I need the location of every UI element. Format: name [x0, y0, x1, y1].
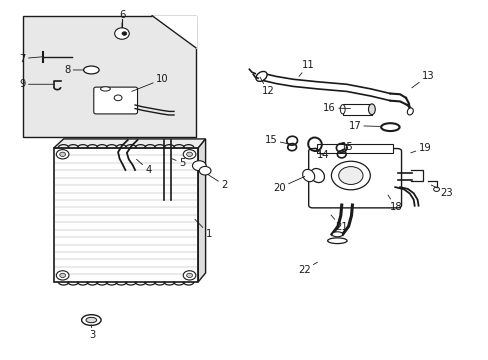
- Ellipse shape: [81, 315, 101, 325]
- Text: 10: 10: [131, 74, 168, 91]
- Circle shape: [183, 271, 196, 280]
- Ellipse shape: [86, 318, 97, 323]
- Text: 20: 20: [273, 176, 304, 193]
- Text: 13: 13: [411, 71, 434, 88]
- Ellipse shape: [83, 66, 99, 74]
- Text: 14: 14: [314, 148, 328, 160]
- Ellipse shape: [368, 104, 374, 114]
- Text: 15: 15: [264, 135, 289, 145]
- Text: 9: 9: [20, 79, 54, 89]
- Circle shape: [331, 161, 369, 190]
- Ellipse shape: [310, 168, 324, 183]
- Text: 15: 15: [339, 142, 353, 152]
- Text: 17: 17: [348, 121, 379, 131]
- Text: 7: 7: [20, 54, 42, 64]
- Circle shape: [433, 187, 439, 192]
- Ellipse shape: [255, 71, 266, 81]
- Bar: [23, 16, 196, 137]
- Polygon shape: [54, 139, 205, 148]
- Polygon shape: [198, 139, 205, 282]
- Text: 6: 6: [119, 10, 125, 28]
- Text: 21: 21: [330, 215, 347, 232]
- Text: 19: 19: [410, 143, 430, 153]
- Text: 8: 8: [64, 65, 84, 75]
- Ellipse shape: [101, 87, 110, 91]
- Text: 16: 16: [323, 103, 350, 113]
- Ellipse shape: [327, 238, 346, 244]
- Circle shape: [199, 166, 210, 175]
- FancyBboxPatch shape: [94, 87, 137, 114]
- Circle shape: [60, 273, 65, 278]
- Circle shape: [186, 273, 192, 278]
- Ellipse shape: [302, 170, 314, 182]
- Bar: [342, 104, 371, 114]
- Circle shape: [114, 95, 122, 101]
- Circle shape: [60, 152, 65, 157]
- Circle shape: [183, 150, 196, 159]
- Ellipse shape: [331, 232, 342, 237]
- Text: 11: 11: [298, 60, 314, 76]
- Text: 18: 18: [387, 195, 401, 212]
- Ellipse shape: [407, 108, 412, 115]
- Text: 3: 3: [89, 325, 96, 341]
- Ellipse shape: [115, 28, 129, 39]
- Bar: [317, 144, 392, 153]
- Text: 12: 12: [260, 77, 274, 96]
- Text: 4: 4: [136, 159, 151, 175]
- Polygon shape: [152, 16, 196, 48]
- Circle shape: [56, 150, 69, 159]
- Text: 1: 1: [195, 219, 211, 239]
- Text: 5: 5: [171, 158, 185, 168]
- Bar: [54, 148, 198, 282]
- Ellipse shape: [122, 32, 126, 35]
- Text: 2: 2: [207, 174, 227, 190]
- Circle shape: [192, 161, 205, 171]
- Circle shape: [186, 152, 192, 157]
- FancyBboxPatch shape: [308, 149, 401, 208]
- Circle shape: [56, 271, 69, 280]
- Ellipse shape: [340, 105, 345, 114]
- Text: 23: 23: [430, 185, 452, 198]
- Circle shape: [338, 167, 362, 184]
- Text: 22: 22: [297, 262, 317, 275]
